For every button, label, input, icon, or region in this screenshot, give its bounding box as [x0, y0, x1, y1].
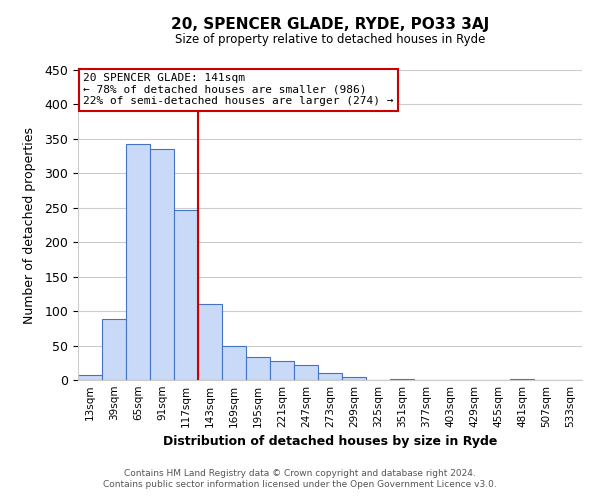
Text: Contains public sector information licensed under the Open Government Licence v3: Contains public sector information licen…: [103, 480, 497, 489]
Y-axis label: Number of detached properties: Number of detached properties: [23, 126, 36, 324]
Bar: [342, 376, 366, 380]
Bar: [126, 144, 150, 380]
Text: Contains HM Land Registry data © Crown copyright and database right 2024.: Contains HM Land Registry data © Crown c…: [124, 468, 476, 477]
Bar: [246, 358, 270, 380]
Text: 20 SPENCER GLADE: 141sqm
← 78% of detached houses are smaller (986)
22% of semi-: 20 SPENCER GLADE: 141sqm ← 78% of detach…: [83, 73, 394, 106]
Bar: [222, 346, 246, 380]
Text: Size of property relative to detached houses in Ryde: Size of property relative to detached ho…: [175, 32, 485, 46]
Bar: [270, 362, 294, 380]
Bar: [198, 304, 222, 380]
Bar: [294, 365, 318, 380]
Bar: [78, 375, 102, 380]
Text: 20, SPENCER GLADE, RYDE, PO33 3AJ: 20, SPENCER GLADE, RYDE, PO33 3AJ: [171, 18, 489, 32]
Bar: [174, 210, 198, 380]
Bar: [390, 378, 414, 380]
Bar: [318, 373, 342, 380]
Bar: [150, 149, 174, 380]
Bar: [102, 318, 126, 380]
X-axis label: Distribution of detached houses by size in Ryde: Distribution of detached houses by size …: [163, 436, 497, 448]
